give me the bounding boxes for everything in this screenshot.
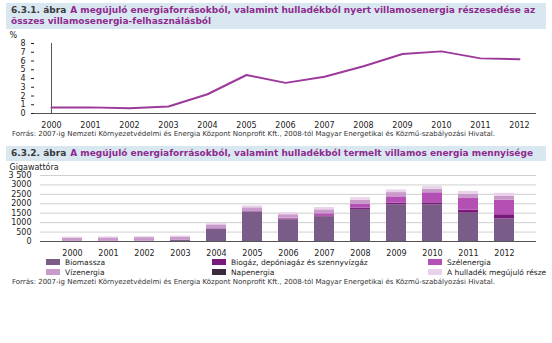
svg-text:8: 8 <box>20 39 25 48</box>
svg-text:2012: 2012 <box>494 249 514 257</box>
svg-text:2000: 2000 <box>41 121 61 129</box>
svg-text:2000: 2000 <box>62 249 82 257</box>
svg-text:3 500: 3 500 <box>9 171 32 180</box>
svg-text:Gigawattóra: Gigawattóra <box>10 162 59 172</box>
svg-text:2012: 2012 <box>509 121 529 129</box>
html-text:6.3.2. ábra A megújuló energia: 6.3.2. ábra A megújuló energiaforrásokbó… <box>11 147 533 158</box>
svg-text:2007: 2007 <box>314 249 334 257</box>
svg-text:2000: 2000 <box>11 199 31 208</box>
svg-text:2006: 2006 <box>275 121 295 129</box>
svg-text:1: 1 <box>20 100 25 109</box>
svg-text:3000: 3000 <box>11 180 31 189</box>
svg-text:2002: 2002 <box>134 249 154 257</box>
svg-text:%: % <box>10 31 18 40</box>
svg-text:2: 2 <box>20 92 25 101</box>
html-text:A hulladék megújuló része: A hulladék megújuló része <box>447 267 547 277</box>
svg-text:2006: 2006 <box>278 249 298 257</box>
svg-text:2007: 2007 <box>314 121 334 129</box>
svg-text:2008: 2008 <box>350 249 370 257</box>
svg-text:7: 7 <box>20 48 25 57</box>
svg-text:2003: 2003 <box>158 121 178 129</box>
html-text:Szélenergia: Szélenergia <box>447 257 491 267</box>
svg-text:2008: 2008 <box>353 121 373 129</box>
svg-text:1000: 1000 <box>11 218 31 227</box>
svg-text:2004: 2004 <box>197 121 217 129</box>
svg-text:2001: 2001 <box>80 121 100 129</box>
html-text:Vízenergia: Vízenergia <box>65 267 105 277</box>
svg-text:0: 0 <box>26 237 31 246</box>
html-text:Biogáz, depóniagáz és szennyví: Biogáz, depóniagáz és szennyvízgáz <box>231 257 368 267</box>
html-text:Forrás: 2007-ig Nemzeti Környe: Forrás: 2007-ig Nemzeti Környezetvédelmi… <box>12 130 495 138</box>
html-text:Napenergia: Napenergia <box>231 267 275 277</box>
svg-text:2005: 2005 <box>242 249 262 257</box>
html-text:Forrás: 2007-ig Nemzeti Környe: Forrás: 2007-ig Nemzeti Környezetvédelmi… <box>12 277 495 286</box>
svg-text:0: 0 <box>20 109 25 118</box>
svg-text:5: 5 <box>20 65 25 74</box>
svg-text:2009: 2009 <box>386 249 406 257</box>
svg-text:3: 3 <box>20 83 25 92</box>
svg-text:6: 6 <box>20 57 25 66</box>
svg-text:2011: 2011 <box>458 249 478 257</box>
svg-text:2011: 2011 <box>470 121 490 129</box>
svg-text:2010: 2010 <box>431 121 451 129</box>
svg-text:2009: 2009 <box>392 121 412 129</box>
svg-text:2500: 2500 <box>11 189 31 198</box>
html-text:Biomassza: Biomassza <box>65 257 106 267</box>
svg-text:1500: 1500 <box>11 208 31 217</box>
svg-text:500: 500 <box>16 227 31 236</box>
svg-text:2002: 2002 <box>119 121 139 129</box>
svg-text:2005: 2005 <box>236 121 256 129</box>
svg-text:2004: 2004 <box>206 249 226 257</box>
svg-text:2010: 2010 <box>422 249 442 257</box>
svg-text:2001: 2001 <box>98 249 118 257</box>
svg-text:2003: 2003 <box>170 249 190 257</box>
html-text:6.3.1. ábra A megújuló energia: 6.3.1. ábra A megújuló energiaforrásokbó… <box>11 5 536 26</box>
svg-text:4: 4 <box>20 74 25 83</box>
